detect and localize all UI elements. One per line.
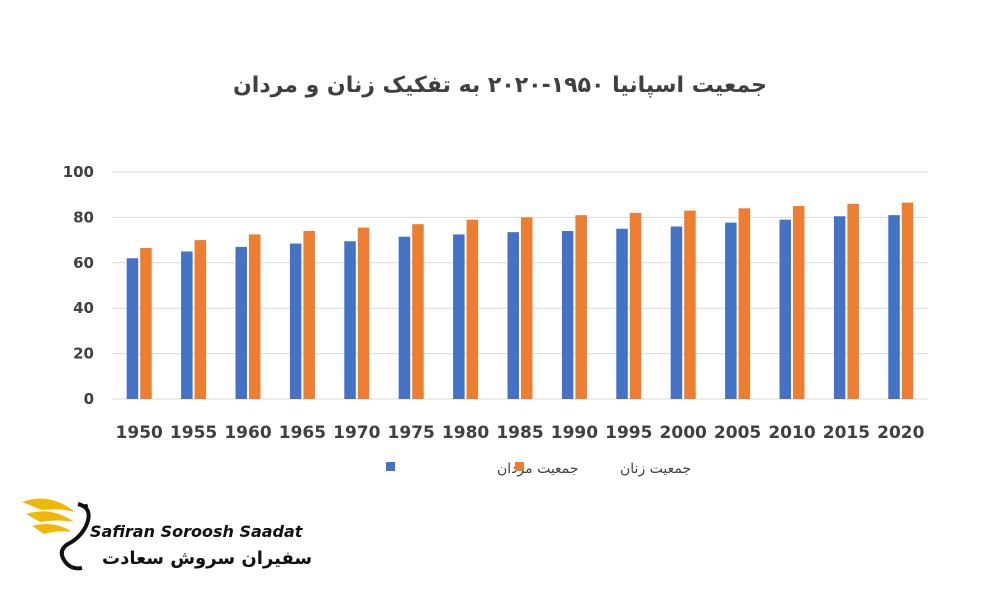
- bar-women-2015: [847, 203, 859, 399]
- x-tick-label: 1955: [170, 423, 217, 443]
- legend: جمعیت مردان جمعیت زنان: [386, 461, 691, 477]
- bar-men-2005: [725, 222, 737, 399]
- bar-women-1960: [249, 234, 261, 399]
- y-tick-label: 20: [73, 345, 94, 363]
- bar-women-2005: [738, 208, 751, 399]
- logo-text-persian: سفیران سروش سعادت: [102, 548, 313, 569]
- bar-men-1980: [453, 234, 465, 399]
- bar-women-1950: [140, 248, 152, 399]
- bar-men-1950: [126, 258, 139, 399]
- bar-women-1985: [521, 217, 533, 399]
- gridlines: [112, 171, 928, 400]
- bar-men-1970: [344, 241, 356, 399]
- y-tick-label: 100: [63, 163, 94, 181]
- bar-women-1970: [357, 227, 370, 399]
- x-tick-label: 1965: [279, 423, 326, 443]
- x-tick-label: 2020: [877, 423, 924, 443]
- x-axis-ticks: 1950 1955 1960 1965 1970 1975 1980 1985 1990 1995…: [116, 423, 925, 443]
- x-tick-label: 1980: [442, 423, 489, 443]
- bar-men-2015: [833, 216, 846, 399]
- y-axis-ticks: 0 20 40 60 80 100: [63, 163, 94, 408]
- bar-women-2010: [793, 206, 805, 399]
- x-tick-label: 1960: [224, 423, 271, 443]
- bar-men-1990: [561, 231, 574, 399]
- x-tick-label: 1950: [116, 423, 163, 443]
- logo-text-english: Safiran Soroosh Saadat: [90, 522, 303, 541]
- bar-women-1990: [575, 215, 587, 399]
- bar-men-2010: [779, 219, 791, 399]
- bar-women-1975: [412, 224, 424, 399]
- y-tick-label: 0: [84, 390, 94, 408]
- x-tick-label: 2005: [714, 423, 761, 443]
- x-tick-label: 1995: [605, 423, 652, 443]
- x-tick-label: 2000: [660, 423, 707, 443]
- bar-men-1975: [398, 236, 411, 399]
- bar-men-1985: [507, 232, 519, 399]
- bar-men-2020: [888, 215, 900, 399]
- bar-women-1955: [194, 240, 207, 399]
- bar-women-1995: [629, 212, 642, 399]
- x-tick-label: 1990: [551, 423, 598, 443]
- chart-title: جمعیت اسپانیا ۱۹۵۰-۲۰۲۰ به تفکیک زنان و …: [233, 73, 767, 98]
- legend-swatch: [386, 462, 395, 471]
- bar-women-2020: [901, 202, 914, 399]
- bar-men-1995: [616, 228, 628, 399]
- x-tick-label: 1975: [388, 423, 435, 443]
- x-tick-label: 2015: [823, 423, 870, 443]
- x-tick-label: 1970: [333, 423, 380, 443]
- bar-men-1960: [235, 246, 247, 399]
- bar-men-1965: [289, 243, 302, 399]
- legend-label: جمعیت زنان: [620, 461, 691, 477]
- brand-logo: Safiran Soroosh Saadat سفیران سروش سعادت: [20, 492, 312, 582]
- bar-men-1955: [181, 251, 193, 399]
- bar-men-2000: [670, 226, 683, 399]
- x-tick-label: 2010: [768, 423, 815, 443]
- x-tick-label: 1985: [496, 423, 543, 443]
- y-tick-label: 60: [73, 254, 94, 272]
- bars: [126, 202, 914, 399]
- bar-women-1980: [466, 219, 479, 399]
- bar-women-2000: [684, 210, 696, 399]
- legend-swatch: [515, 462, 524, 471]
- bar-women-1965: [303, 231, 315, 399]
- eagle-wing-icon: [22, 498, 91, 571]
- y-tick-label: 40: [73, 299, 94, 317]
- y-tick-label: 80: [73, 208, 94, 226]
- legend-label: جمعیت مردان: [497, 461, 579, 477]
